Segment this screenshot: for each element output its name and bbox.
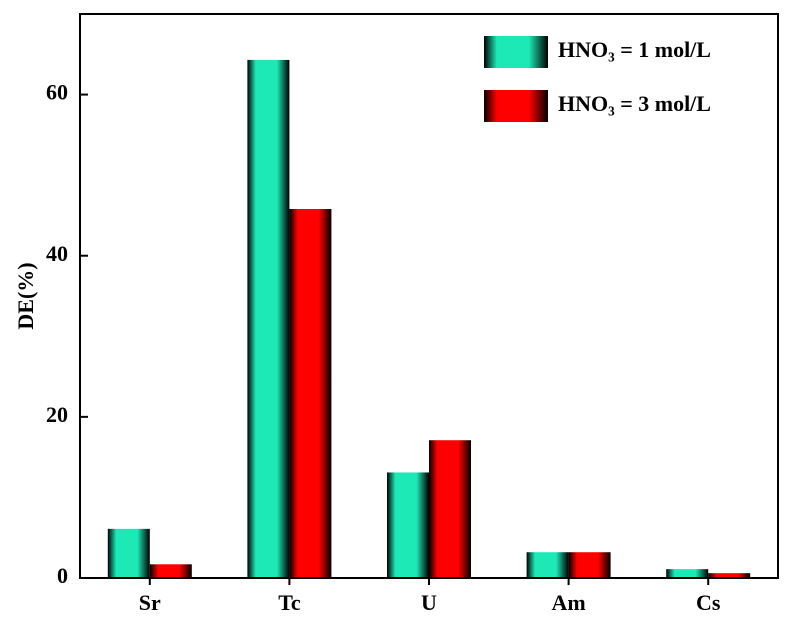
legend-label: HNO₃ = 1 mol/L	[558, 37, 711, 62]
bar	[568, 552, 611, 578]
x-tick-label: Cs	[696, 590, 721, 615]
legend-swatch	[484, 36, 548, 68]
x-tick-label: U	[421, 590, 437, 615]
x-tick-label: Sr	[139, 590, 161, 615]
bar	[708, 573, 751, 578]
bar	[526, 552, 569, 578]
y-tick-label: 40	[46, 241, 68, 266]
x-tick-label: Tc	[278, 590, 301, 615]
bar	[247, 59, 290, 578]
y-tick-label: 60	[46, 80, 68, 105]
plot-frame	[79, 13, 779, 579]
x-tick-label: Am	[551, 590, 585, 615]
bar	[289, 208, 332, 579]
y-tick-label: 0	[57, 563, 68, 588]
legend-label: HNO₃ = 3 mol/L	[558, 91, 711, 116]
bar	[387, 472, 429, 578]
bar	[429, 440, 471, 578]
bar	[666, 569, 709, 578]
bar	[149, 564, 192, 578]
bar	[107, 528, 150, 578]
y-tick-label: 20	[46, 402, 68, 427]
y-axis-label: DE(%)	[13, 262, 38, 329]
legend-swatch	[484, 90, 548, 122]
